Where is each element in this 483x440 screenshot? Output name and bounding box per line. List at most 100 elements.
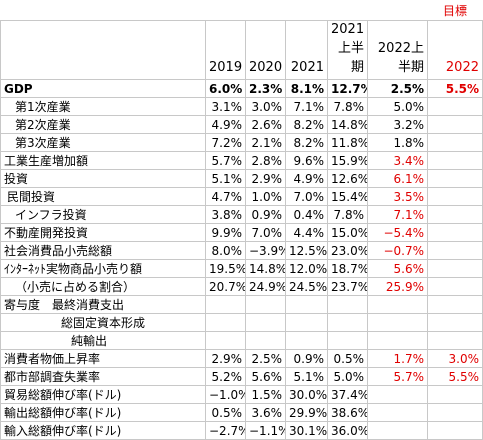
cell: 5.2% (205, 367, 246, 386)
blank-cell (206, 0, 246, 21)
blank-cell (286, 0, 328, 21)
row-label: 民間投資 (0, 187, 206, 206)
cell: 15.0% (327, 223, 368, 242)
cell: 25.9% (367, 277, 428, 296)
row-label: 工業生産増加額 (0, 151, 206, 170)
cell (427, 115, 483, 134)
cell (205, 331, 246, 350)
table-row: 消費者物価上昇率 2.9% 2.5% 0.9% 0.5% 1.7% 3.0% (0, 349, 483, 368)
cell: 18.7% (327, 259, 368, 278)
table-row: 第3次産業 7.2% 2.1% 8.2% 11.8% 1.8% (0, 133, 483, 152)
cell: 3.2% (367, 115, 428, 134)
cell: 5.1% (205, 169, 246, 188)
row-label: 総固定資本形成 (0, 313, 206, 332)
cell (427, 187, 483, 206)
cell (367, 385, 428, 404)
table-row: 第2次産業 4.9% 2.6% 8.2% 14.8% 3.2% (0, 115, 483, 134)
cell (427, 385, 483, 404)
cell: 14.8% (327, 115, 368, 134)
row-label: 不動産開発投資 (0, 223, 206, 242)
cell (245, 313, 286, 332)
cell: 5.7% (205, 151, 246, 170)
table-row: 輸入総額伸び率(ドル) −2.7% −1.1% 30.1% 36.0% (0, 421, 483, 440)
cell (367, 403, 428, 422)
cell: −3.9% (245, 241, 286, 260)
row-label: 輸出総額伸び率(ドル) (0, 403, 206, 422)
row-label: 第2次産業 (0, 115, 206, 134)
table-row: 純輸出 (0, 331, 483, 350)
row-label: 投資 (0, 169, 206, 188)
table-row: 貿易総額伸び率(ドル) −1.0% 1.5% 30.0% 37.4% (0, 385, 483, 404)
cell (427, 277, 483, 296)
cell: 5.0% (367, 97, 428, 116)
cell: 14.8% (245, 259, 286, 278)
cell: −5.4% (367, 223, 428, 242)
column-header: 2021 (285, 20, 328, 80)
cell (427, 169, 483, 188)
cell: 19.5% (205, 259, 246, 278)
target-row: 目標 (1, 0, 483, 21)
cell: 12.0% (285, 259, 328, 278)
blank-cell (246, 0, 286, 21)
cell: 3.0% (427, 349, 483, 368)
cell: 0.5% (205, 403, 246, 422)
cell: 5.0% (327, 367, 368, 386)
cell: 24.5% (285, 277, 328, 296)
table-row: （小売に占める割合） 20.7% 24.9% 24.5% 23.7% 25.9% (0, 277, 483, 296)
cell: 8.0% (205, 241, 246, 260)
cell (427, 331, 483, 350)
cell (285, 295, 328, 314)
cell (427, 403, 483, 422)
cell: 12.7% (327, 79, 368, 98)
cell: 3.5% (367, 187, 428, 206)
cell: 4.9% (205, 115, 246, 134)
cell: 5.6% (367, 259, 428, 278)
cell (245, 331, 286, 350)
cell: 1.0% (245, 187, 286, 206)
target-label: 目標 (442, 3, 467, 18)
column-header: 2019 (205, 20, 246, 80)
cell: 2.3% (245, 79, 286, 98)
cell: 15.4% (327, 187, 368, 206)
cell: 2.9% (205, 349, 246, 368)
cell (427, 313, 483, 332)
cell (427, 97, 483, 116)
row-label: 第3次産業 (0, 133, 206, 152)
cell: 15.9% (327, 151, 368, 170)
cell (285, 331, 328, 350)
table-row: 総固定資本形成 (0, 313, 483, 332)
cell (205, 295, 246, 314)
cell: 7.0% (245, 223, 286, 242)
blank-cell (368, 0, 428, 21)
cell: 2.5% (367, 79, 428, 98)
table-row: インフラ投資 3.8% 0.9% 0.4% 7.8% 7.1% (0, 205, 483, 224)
cell: 3.8% (205, 205, 246, 224)
cell: 0.9% (245, 205, 286, 224)
cell: 8.2% (285, 133, 328, 152)
row-label: インフラ投資 (0, 205, 206, 224)
blank-cell (1, 0, 206, 21)
cell (327, 331, 368, 350)
cell: 3.1% (205, 97, 246, 116)
cell: 4.7% (205, 187, 246, 206)
row-label: 純輸出 (0, 331, 206, 350)
cell (427, 241, 483, 260)
header-row: 2019 2020 2021 2021上半期 2022上半期 2022 (0, 20, 483, 80)
cell: 5.7% (367, 367, 428, 386)
cell: 2.6% (245, 115, 286, 134)
cell: 0.4% (285, 205, 328, 224)
row-label: GDP (0, 79, 206, 98)
cell (427, 151, 483, 170)
cell: 5.5% (427, 367, 483, 386)
table-row: 投資 5.1% 2.9% 4.9% 12.6% 6.1% (0, 169, 483, 188)
cell: 23.0% (327, 241, 368, 260)
cell (205, 313, 246, 332)
cell: 5.5% (427, 79, 483, 98)
cell: 30.0% (285, 385, 328, 404)
cell: 7.1% (367, 205, 428, 224)
cell: 3.4% (367, 151, 428, 170)
row-label: 社会消費品小売総額 (0, 241, 206, 260)
